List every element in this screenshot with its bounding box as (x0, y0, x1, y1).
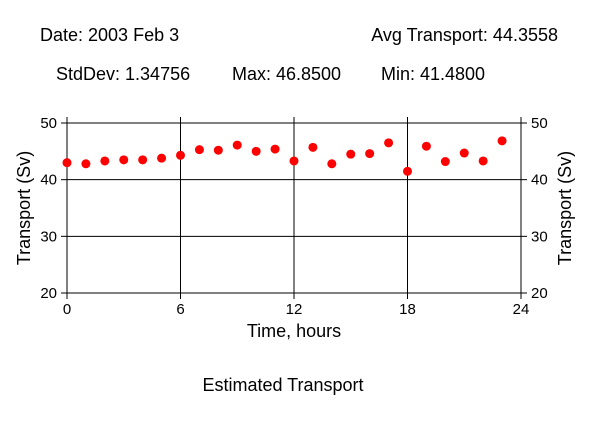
data-point (421, 141, 431, 151)
y-tick-label-right: 20 (531, 285, 548, 302)
x-tick-label: 0 (63, 301, 71, 318)
grid-lines (66, 122, 522, 294)
data-point (459, 148, 469, 158)
data-point (213, 145, 223, 155)
chart-caption: Estimated Transport (202, 375, 363, 395)
data-point (346, 149, 356, 159)
data-points (62, 136, 507, 176)
data-point (81, 159, 91, 169)
data-point (119, 155, 129, 165)
avg-transport-label: Avg Transport: 44.3558 (371, 25, 558, 45)
x-axis-title: Time, hours (247, 321, 341, 341)
y-tick-label-left: 30 (40, 228, 57, 245)
data-point (289, 156, 299, 166)
data-point (232, 140, 242, 150)
y-tick-label-right: 30 (531, 228, 548, 245)
data-point (62, 158, 72, 168)
y-axis-title-right: Transport (Sv) (555, 151, 575, 265)
y-tick-label-right: 40 (531, 172, 548, 189)
data-point (176, 150, 185, 160)
axis-ticks (61, 117, 527, 299)
data-point (308, 142, 318, 152)
x-tick-label: 18 (399, 301, 416, 318)
data-point (157, 153, 167, 163)
data-point (251, 146, 261, 156)
y-tick-label-right: 50 (531, 115, 548, 132)
data-point (194, 145, 204, 155)
data-point (384, 138, 394, 148)
x-tick-label: 12 (286, 301, 303, 318)
data-point (403, 166, 412, 176)
data-point (327, 159, 337, 169)
max-label: Max: 46.8500 (232, 64, 342, 84)
x-tick-label: 6 (176, 301, 184, 318)
stddev-label: StdDev: 1.34756 (56, 64, 191, 84)
data-point (270, 144, 280, 154)
y-tick-label-left: 40 (40, 172, 57, 189)
min-label: Min: 41.4800 (381, 64, 486, 84)
y-tick-label-left: 20 (40, 285, 57, 302)
data-point (100, 156, 110, 166)
data-point (440, 157, 450, 167)
date-label: Date: 2003 Feb 3 (40, 25, 180, 45)
data-point (138, 155, 148, 165)
data-point (365, 149, 375, 159)
x-tick-label: 24 (513, 301, 530, 318)
data-point (478, 156, 488, 166)
data-point (497, 136, 507, 146)
y-tick-label-left: 50 (40, 115, 57, 132)
y-axis-title-left: Transport (Sv) (14, 151, 34, 265)
